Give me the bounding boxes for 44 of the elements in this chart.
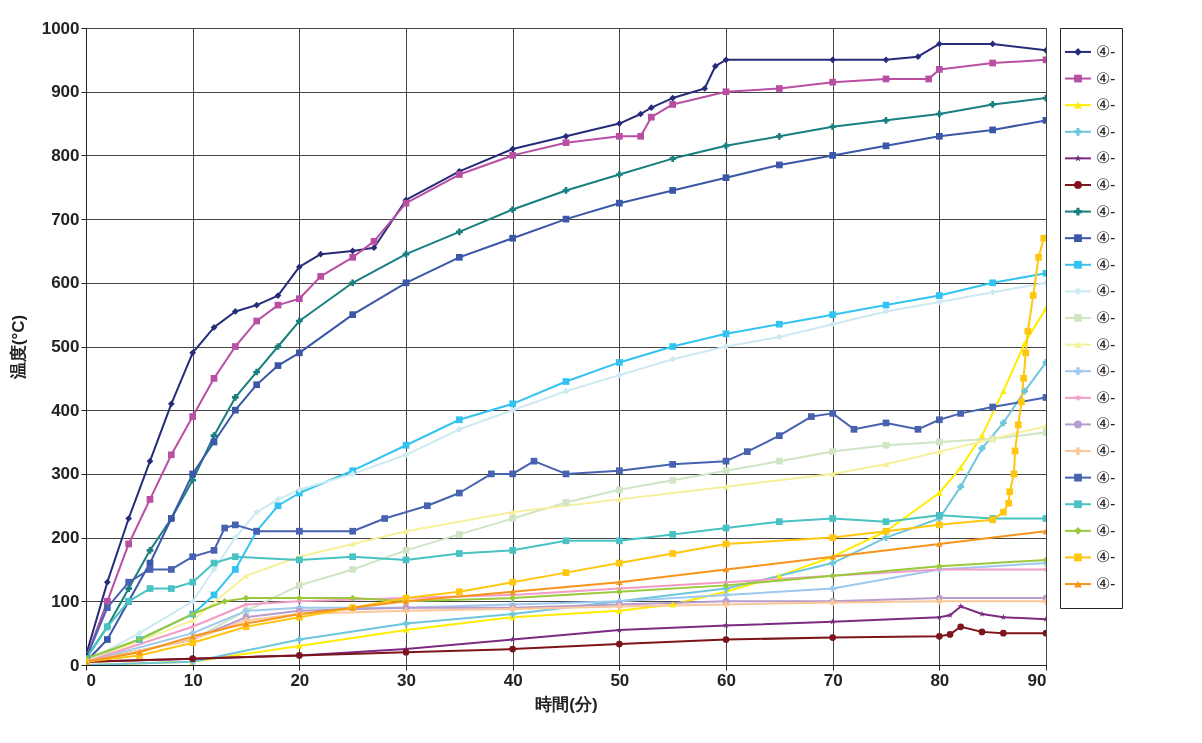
x-tick-label: 50: [610, 670, 630, 690]
legend-label: ④-: [1095, 282, 1116, 300]
x-tick-label: 20: [290, 670, 310, 690]
legend-label: ④-: [1095, 42, 1116, 60]
x-tick-label: 10: [183, 670, 203, 690]
legend-label: ④-: [1095, 122, 1116, 140]
legend-label: ④-: [1095, 442, 1116, 460]
legend-label: ④-: [1095, 255, 1116, 273]
legend-label: ④-: [1095, 335, 1116, 353]
legend-label: ④-: [1095, 495, 1116, 513]
y-tick-label: 300: [51, 464, 80, 484]
y-tick-label: 400: [51, 400, 80, 420]
legend-label: ④-: [1095, 415, 1116, 433]
legend-label: ④-: [1095, 362, 1116, 380]
x-tick-label: 40: [503, 670, 523, 690]
x-tick-label: 80: [930, 670, 950, 690]
legend-label: ④-: [1095, 521, 1116, 539]
legend-label: ④-: [1095, 575, 1116, 593]
legend-label: ④-: [1095, 388, 1116, 406]
legend-label: ④-: [1095, 149, 1116, 167]
legend-label: ④-: [1095, 309, 1116, 326]
legend-label: ④-: [1095, 69, 1116, 87]
x-tick-label: 60: [717, 670, 736, 690]
y-tick-label: 700: [51, 209, 80, 229]
legend-label: ④-: [1095, 548, 1116, 566]
x-axis-title: 時間(分): [535, 694, 598, 714]
y-tick-label: 1000: [41, 18, 80, 38]
y-tick-label: 200: [51, 528, 80, 548]
legend-label: ④-: [1095, 175, 1116, 193]
y-tick-label: 600: [51, 273, 80, 293]
legend-label: ④-: [1095, 96, 1116, 114]
y-axis-title: 温度(°C): [8, 314, 28, 381]
y-tick-label: 0: [70, 655, 80, 675]
x-tick-label: 70: [823, 670, 843, 690]
legend-label: ④-: [1095, 202, 1116, 220]
y-tick-label: 800: [51, 145, 80, 165]
y-tick-label: 900: [51, 82, 80, 102]
x-tick-label: 90: [1027, 670, 1047, 690]
legend-label: ④-: [1095, 229, 1116, 247]
y-tick-label: 100: [51, 591, 80, 611]
y-tick-label: 500: [51, 337, 80, 356]
x-tick-label: 30: [397, 670, 416, 690]
legend-label: ④-: [1095, 468, 1116, 486]
x-tick-label: 0: [86, 670, 96, 690]
